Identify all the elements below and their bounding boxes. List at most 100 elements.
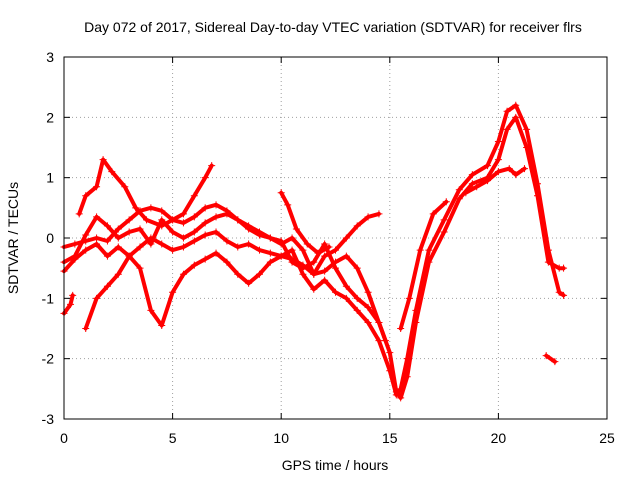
data-point	[544, 258, 552, 266]
data-point	[342, 234, 350, 242]
data-point	[114, 234, 122, 242]
series-line	[544, 353, 557, 364]
data-point	[201, 255, 209, 263]
data-point	[93, 234, 101, 242]
data-point	[321, 276, 329, 284]
data-point	[82, 246, 90, 254]
data-point	[136, 264, 144, 272]
data-point	[93, 213, 101, 221]
data-point	[158, 321, 166, 329]
y-tick-label: -2	[42, 351, 55, 367]
data-point	[342, 252, 350, 260]
data-point	[455, 186, 463, 194]
series-line	[77, 157, 214, 228]
x-tick-label: 5	[169, 430, 177, 446]
data-point	[245, 240, 253, 248]
data-point	[386, 349, 394, 357]
data-point	[299, 270, 307, 278]
data-point	[332, 288, 339, 296]
data-point	[523, 144, 531, 151]
data-point	[69, 291, 77, 299]
data-point	[136, 243, 144, 251]
data-point	[505, 165, 513, 173]
data-point	[533, 192, 541, 200]
data-point	[223, 237, 231, 245]
data-point	[342, 294, 350, 302]
x-tick-label: 20	[491, 430, 507, 446]
data-point	[67, 300, 75, 308]
data-point	[245, 225, 253, 233]
data-point	[223, 210, 231, 218]
data-point	[103, 252, 111, 260]
data-point	[503, 125, 511, 133]
data-point	[440, 216, 448, 224]
data-point	[512, 113, 520, 121]
data-point	[405, 294, 413, 302]
data-point	[277, 237, 285, 245]
data-point	[125, 216, 133, 224]
data-point	[114, 225, 122, 233]
data-point	[412, 318, 420, 326]
data-point	[114, 243, 122, 251]
data-point	[332, 246, 339, 254]
data-point	[234, 243, 242, 251]
data-point	[190, 261, 198, 269]
data-point	[416, 246, 424, 254]
data-point	[255, 231, 263, 239]
data-point	[520, 165, 528, 173]
y-axis-label: SDTVAR / TECUs	[5, 182, 21, 294]
data-point	[494, 168, 502, 176]
data-point	[332, 264, 339, 272]
data-point	[364, 318, 372, 326]
data-point	[555, 288, 563, 296]
x-tick-label: 10	[273, 430, 289, 446]
data-point	[364, 303, 372, 311]
data-point	[179, 243, 187, 251]
series-track-i	[60, 291, 77, 317]
series-line	[279, 190, 331, 256]
data-point	[560, 264, 568, 272]
data-point	[325, 243, 333, 251]
data-point	[397, 394, 405, 402]
data-point	[266, 234, 274, 242]
data-point	[551, 358, 559, 366]
data-point	[310, 285, 318, 293]
series-track-j	[542, 352, 559, 366]
data-point	[266, 249, 274, 257]
data-point	[299, 246, 307, 254]
data-point	[93, 294, 101, 302]
data-point	[512, 171, 520, 179]
data-point	[560, 291, 568, 299]
data-point	[132, 204, 140, 212]
chart-title: Day 072 of 2017, Sidereal Day-to-day VTE…	[84, 19, 582, 35]
data-point	[82, 325, 90, 332]
data-point	[314, 249, 322, 257]
data-point	[455, 195, 463, 203]
data-point	[158, 207, 166, 215]
data-point	[82, 192, 90, 200]
data-point	[223, 258, 231, 266]
data-point	[266, 258, 274, 266]
data-point	[201, 231, 209, 239]
data-point	[292, 225, 300, 233]
data-point	[103, 222, 111, 230]
series-line	[83, 103, 566, 397]
data-point	[99, 156, 107, 164]
y-tick-label: 2	[46, 109, 54, 125]
data-point	[147, 306, 155, 314]
data-point	[310, 270, 318, 278]
data-point	[353, 264, 361, 272]
data-point	[429, 210, 437, 218]
data-point	[353, 306, 361, 314]
x-tick-label: 25	[599, 430, 615, 446]
data-point	[158, 216, 166, 224]
data-point	[103, 237, 111, 245]
data-point	[179, 234, 187, 242]
data-point	[136, 225, 144, 233]
data-point	[288, 234, 296, 242]
data-point	[93, 240, 101, 248]
data-point	[82, 231, 90, 239]
data-point	[468, 171, 476, 179]
data-point	[321, 240, 329, 248]
data-point	[484, 177, 492, 185]
